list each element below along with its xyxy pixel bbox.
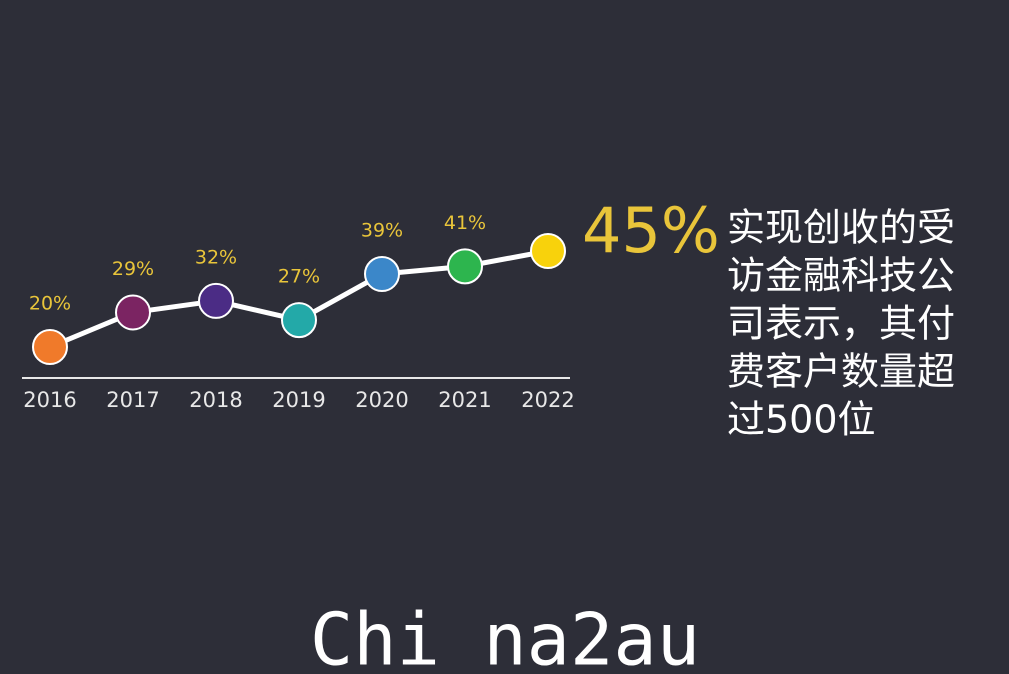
watermark: Chi na2au [310, 598, 700, 674]
x-tick-label: 2020 [355, 388, 408, 412]
value-label: 20% [29, 293, 71, 315]
value-label: 29% [112, 258, 154, 280]
value-label: 41% [444, 212, 486, 234]
value-label: 32% [195, 246, 237, 268]
x-tick-label: 2019 [272, 388, 325, 412]
x-tick-label: 2018 [189, 388, 242, 412]
x-tick-label: 2021 [438, 388, 491, 412]
value-label: 27% [278, 266, 320, 288]
value-label: 39% [361, 220, 403, 242]
value-label: 45% [582, 194, 720, 267]
point [281, 302, 317, 339]
annotation: 费客户数量超 [727, 350, 955, 394]
point [32, 329, 68, 365]
point [115, 294, 151, 331]
point [198, 282, 234, 319]
x-tick-label: 2017 [106, 388, 159, 412]
x-tick-label: 2016 [23, 388, 76, 412]
x-tick-label: 2022 [521, 388, 574, 412]
annotation: 过500位 [727, 398, 876, 442]
point [530, 233, 566, 269]
annotation: 司表示，其付 [727, 302, 955, 346]
annotation: 访金融科技公 [727, 254, 955, 298]
annotation: 实现创收的受 [727, 206, 955, 250]
point [364, 256, 400, 293]
point [447, 248, 483, 285]
